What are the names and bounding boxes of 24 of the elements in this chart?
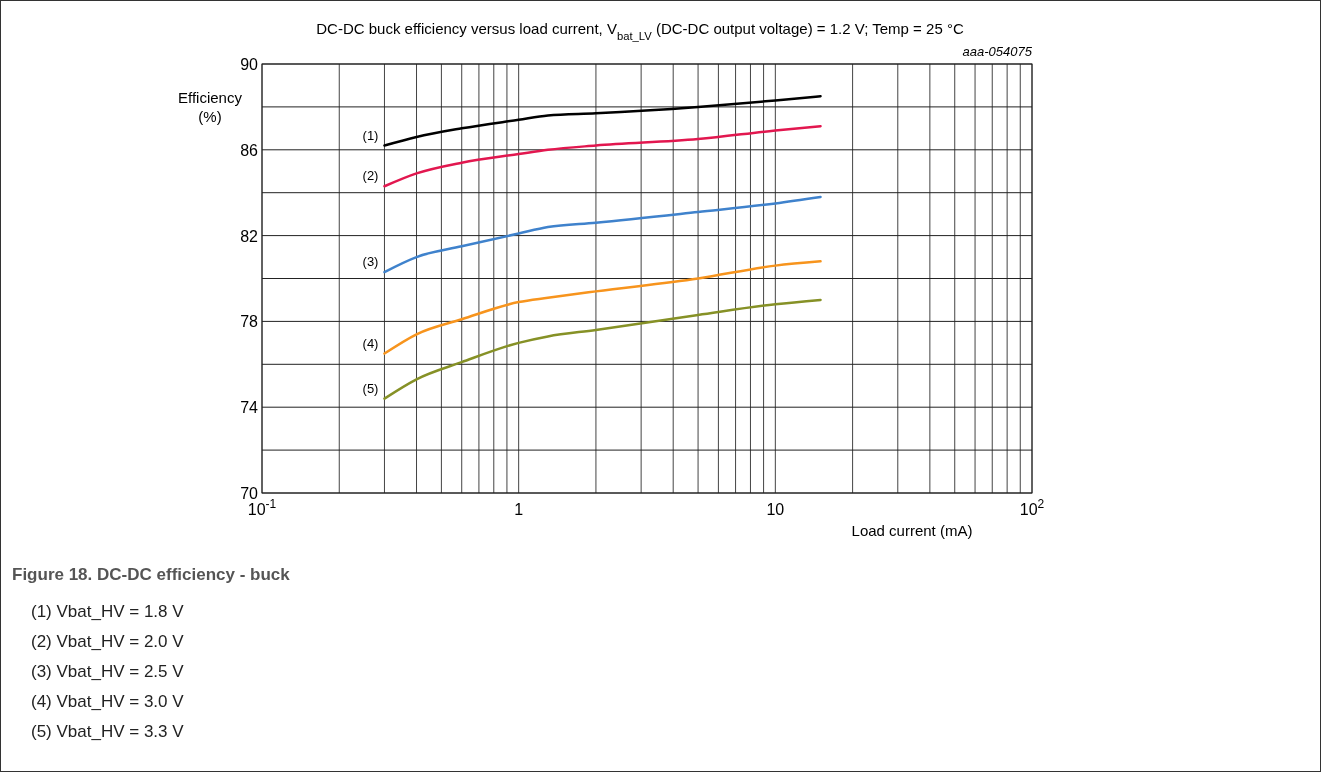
- y-tick-label: 82: [240, 227, 259, 245]
- y-tick-label: 74: [240, 399, 259, 417]
- x-tick-label: 1: [514, 501, 524, 518]
- y-axis-title: Efficiency (%): [178, 89, 243, 125]
- y-tick-label: 70: [240, 485, 259, 502]
- series-label: (2): [362, 168, 379, 184]
- y-tick-label: 86: [240, 141, 259, 159]
- x-axis-title: Load current (mA): [851, 522, 973, 539]
- text: (3) Vbat_HV = 2.5 V: [31, 662, 185, 681]
- x-tick-label: 10$^{2}$: [1019, 497, 1045, 518]
- x-tick-label: 10: [766, 501, 785, 518]
- text: (5) Vbat_HV = 3.3 V: [31, 722, 185, 741]
- text: (4) Vbat_HV = 3.0 V: [31, 692, 185, 711]
- chart-title: DC-DC buck efficiency versus load current, V$_{bat_LV}$ (DC-DC output voltage) = 1.2 V; Temp = 25 °C: [316, 20, 964, 42]
- series-label: (1): [362, 127, 379, 143]
- y-tick-label: 78: [240, 313, 259, 331]
- series-label: (3): [362, 254, 379, 270]
- series-label: (4): [362, 335, 379, 351]
- y-tick-label: 90: [240, 56, 259, 73]
- text: (1) Vbat_HV = 1.8 V: [31, 602, 185, 621]
- caption: Figure 18. DC-DC efficiency - buck: [12, 565, 291, 584]
- series-label: (5): [362, 380, 379, 396]
- text: aaa-054075: [962, 44, 1033, 59]
- text: (2) Vbat_HV = 2.0 V: [31, 632, 185, 651]
